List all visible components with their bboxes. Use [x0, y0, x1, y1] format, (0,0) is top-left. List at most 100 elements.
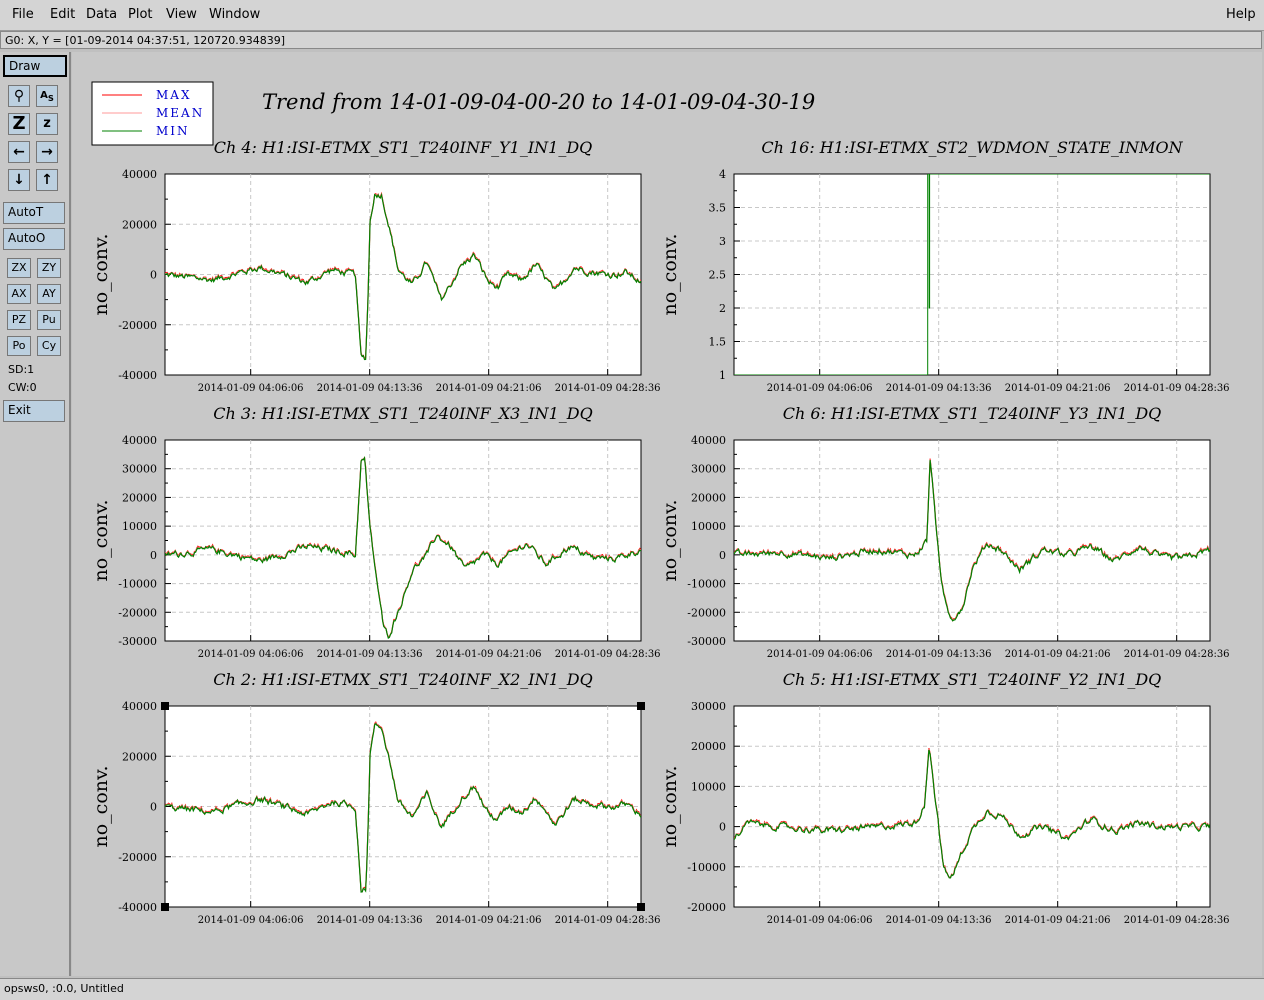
arrow-right-icon[interactable]: → — [36, 141, 58, 163]
selection-handle[interactable] — [161, 903, 169, 911]
menu-plot[interactable]: Plot — [128, 7, 153, 22]
zoom-large-icon[interactable]: Z — [8, 113, 30, 135]
zoom-small-icon[interactable]: z — [36, 113, 58, 135]
menu-edit[interactable]: Edit — [50, 7, 76, 22]
autoo-button[interactable]: AutoO — [3, 228, 65, 250]
x-tick-label: 2014-01-09 04:13:36 — [886, 649, 992, 660]
x-tick-label: 2014-01-09 04:13:36 — [317, 383, 423, 394]
y-tick-label: 20000 — [691, 491, 726, 504]
chart-title: Ch 4: H1:ISI-ETMX_ST1_T240INF_Y1_IN1_DQ — [214, 138, 593, 157]
y-tick-label: 30000 — [122, 463, 157, 476]
chart-title: Ch 6: H1:ISI-ETMX_ST1_T240INF_Y3_IN1_DQ — [783, 404, 1162, 423]
coordinate-readout: G0: X, Y = [01-09-2014 04:37:51, 120720.… — [0, 31, 1262, 49]
menu-file[interactable]: File — [12, 7, 34, 22]
status-bar: opsws0, :0.0, Untitled — [0, 978, 1264, 1000]
plot-area[interactable] — [733, 705, 1211, 908]
text-tool-icon[interactable]: AS — [36, 85, 58, 107]
series-group — [734, 458, 1210, 622]
y-axis-label: no_conv. — [659, 499, 681, 581]
x-tick-label: 2014-01-09 04:06:06 — [198, 383, 304, 394]
menu-data[interactable]: Data — [86, 7, 118, 22]
chart-4: Ch 2: H1:ISI-ETMX_ST1_T240INF_X2_IN1_DQ 4… — [90, 670, 661, 926]
menu-help[interactable]: Help — [1226, 7, 1256, 22]
ax-button[interactable]: AX — [7, 284, 31, 304]
x-tick-label: 2014-01-09 04:06:06 — [767, 383, 873, 394]
arrow-left-icon[interactable]: ← — [8, 141, 30, 163]
menu-window[interactable]: Window — [209, 7, 261, 22]
zx-button[interactable]: ZX — [7, 258, 31, 278]
series-line-min — [734, 749, 1210, 879]
chart-3: Ch 6: H1:ISI-ETMX_ST1_T240INF_Y3_IN1_DQ 4… — [659, 404, 1230, 660]
y-tick-label: 20000 — [122, 750, 157, 763]
y-tick-label: 2 — [719, 302, 726, 315]
y-axis-label: no_conv. — [90, 499, 112, 581]
y-tick-label: -20000 — [118, 606, 157, 619]
y-tick-label: 1 — [719, 369, 726, 382]
x-tick-label: 2014-01-09 04:06:06 — [198, 915, 304, 926]
series-line-min — [165, 455, 641, 640]
x-tick-label: 2014-01-09 04:13:36 — [317, 649, 423, 660]
y-tick-label: -10000 — [687, 861, 726, 874]
y-tick-label: 0 — [719, 549, 726, 562]
pu-button[interactable]: Pu — [37, 310, 61, 330]
x-tick-label: 2014-01-09 04:21:06 — [1005, 649, 1111, 660]
y-tick-label: 20000 — [122, 491, 157, 504]
selection-handle[interactable] — [637, 702, 645, 710]
y-tick-label: 30000 — [691, 463, 726, 476]
menu-view[interactable]: View — [166, 7, 197, 22]
cy-button[interactable]: Cy — [37, 336, 61, 356]
x-tick-label: 2014-01-09 04:28:36 — [555, 649, 661, 660]
selection-handle[interactable] — [637, 903, 645, 911]
y-axis-label: no_conv. — [659, 233, 681, 315]
x-tick-label: 2014-01-09 04:13:36 — [886, 915, 992, 926]
series-line-min — [165, 192, 641, 361]
y-tick-label: 40000 — [691, 434, 726, 447]
plot-area[interactable] — [164, 439, 642, 642]
x-tick-label: 2014-01-09 04:06:06 — [767, 649, 873, 660]
y-tick-label: -30000 — [687, 635, 726, 648]
arrow-down-icon[interactable]: ↓ — [8, 169, 30, 191]
series-group — [734, 748, 1210, 879]
cw-label: CW:0 — [8, 381, 37, 394]
x-tick-label: 2014-01-09 04:21:06 — [436, 649, 542, 660]
y-tick-label: -40000 — [118, 901, 157, 914]
y-axis-label: no_conv. — [90, 233, 112, 315]
y-tick-label: 20000 — [691, 740, 726, 753]
y-tick-label: 0 — [150, 549, 157, 562]
series-line-min — [734, 174, 1210, 375]
y-axis-label: no_conv. — [659, 765, 681, 847]
autot-button[interactable]: AutoT — [3, 202, 65, 224]
x-tick-label: 2014-01-09 04:13:36 — [317, 915, 423, 926]
magnifier-icon[interactable]: ⚲ — [8, 85, 30, 107]
y-tick-label: 20000 — [122, 218, 157, 231]
y-tick-label: -40000 — [118, 369, 157, 382]
pz-button[interactable]: PZ — [7, 310, 31, 330]
chart-title: Ch 16: H1:ISI-ETMX_ST2_WDMON_STATE_INMON — [761, 138, 1183, 157]
x-tick-label: 2014-01-09 04:28:36 — [1124, 649, 1230, 660]
y-tick-label: 40000 — [122, 168, 157, 181]
series-group — [165, 455, 641, 640]
chart-2: Ch 3: H1:ISI-ETMX_ST1_T240INF_X3_IN1_DQ 4… — [90, 404, 661, 660]
plot-canvas[interactable]: MAX MEAN MIN Trend from 14-01-09-04-00-2… — [72, 52, 1262, 976]
series-group — [165, 721, 641, 893]
main-title: Trend from 14-01-09-04-00-20 to 14-01-09… — [262, 90, 815, 114]
y-tick-label: 0 — [719, 821, 726, 834]
draw-button[interactable]: Draw — [3, 55, 67, 77]
chart-title: Ch 3: H1:ISI-ETMX_ST1_T240INF_X3_IN1_DQ — [213, 404, 592, 423]
x-tick-label: 2014-01-09 04:06:06 — [198, 649, 304, 660]
plot-area[interactable] — [733, 439, 1211, 642]
sd-label: SD:1 — [8, 363, 35, 376]
arrow-up-icon[interactable]: ↑ — [36, 169, 58, 191]
y-tick-label: -20000 — [118, 851, 157, 864]
ay-button[interactable]: AY — [37, 284, 61, 304]
y-tick-label: 2.5 — [709, 269, 727, 282]
exit-button[interactable]: Exit — [3, 400, 65, 422]
y-tick-label: 10000 — [122, 520, 157, 533]
zy-button[interactable]: ZY — [37, 258, 61, 278]
chart-0: Ch 4: H1:ISI-ETMX_ST1_T240INF_Y1_IN1_DQ 4… — [90, 138, 661, 394]
menu-bar: File Edit Data Plot View Window Help — [0, 0, 1264, 31]
chart-1: Ch 16: H1:ISI-ETMX_ST2_WDMON_STATE_INMON… — [659, 138, 1230, 394]
selection-handle[interactable] — [161, 702, 169, 710]
plot-svg: MAX MEAN MIN Trend from 14-01-09-04-00-2… — [90, 81, 1230, 926]
po-button[interactable]: Po — [7, 336, 31, 356]
